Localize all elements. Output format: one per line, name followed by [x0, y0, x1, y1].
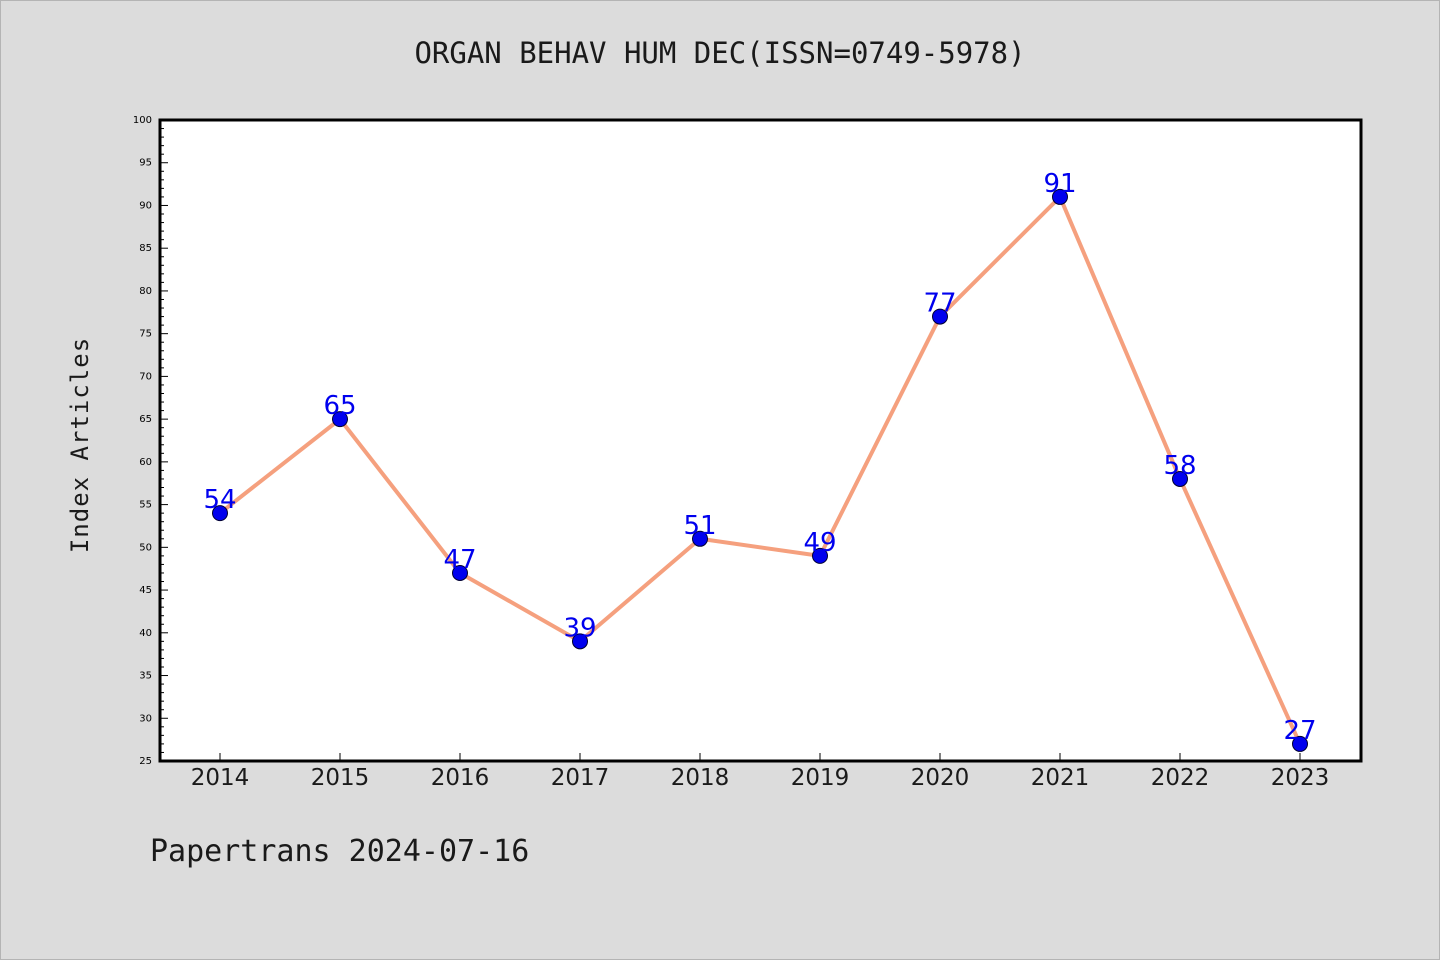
- y-tick-label: 50: [139, 542, 152, 553]
- data-label-layer: 54 65 47 39 51 49 77 91 58 27: [203, 169, 1316, 746]
- y-tick-label: 45: [139, 585, 152, 596]
- x-tick-label: 2018: [671, 765, 730, 791]
- y-tick-label: 95: [139, 158, 152, 169]
- x-axis: 2014 2015 2016 2017 2018 2019 2020 2021 2022 2023: [191, 753, 1330, 791]
- y-tick-label: 25: [139, 756, 152, 767]
- x-tick-label: 2015: [311, 765, 370, 791]
- data-point: [212, 505, 228, 522]
- y-tick-label: 55: [139, 500, 152, 511]
- data-point: [932, 308, 948, 325]
- data-label: 27: [1283, 716, 1316, 746]
- y-tick-label: 85: [139, 243, 152, 254]
- data-label: 65: [323, 391, 356, 421]
- data-point: [1172, 470, 1188, 487]
- data-point: [692, 530, 708, 547]
- chart-title: ORGAN BEHAV HUM DEC(ISSN=0749-5978): [414, 36, 1026, 70]
- y-tick-label: 60: [139, 457, 152, 468]
- data-label: 58: [1163, 451, 1196, 481]
- data-label: 49: [803, 528, 836, 558]
- y-axis: 25 30 35 40 45 50 55 60 65 70 75 80 85 90 95 100: [133, 115, 168, 767]
- data-label: 77: [923, 289, 956, 319]
- y-tick-label: 35: [139, 671, 152, 682]
- data-point: [572, 633, 588, 650]
- data-point: [1052, 188, 1068, 205]
- footer-note: Papertrans 2024-07-16: [150, 834, 530, 869]
- data-label: 39: [563, 613, 596, 643]
- y-tick-label: 75: [139, 329, 152, 340]
- x-tick-label: 2020: [911, 765, 970, 791]
- x-tick-label: 2014: [191, 765, 250, 791]
- data-point: [1292, 735, 1308, 752]
- series-layer: [212, 188, 1308, 752]
- data-label: 47: [443, 545, 476, 575]
- data-label: 91: [1043, 169, 1076, 199]
- data-point: [812, 547, 828, 564]
- x-tick-label: 2017: [551, 765, 610, 791]
- data-point: [452, 564, 468, 581]
- data-point: [332, 411, 348, 428]
- series-line: [218, 194, 1302, 746]
- plot-area: [158, 118, 1363, 763]
- x-tick-label: 2016: [431, 765, 490, 791]
- x-tick-label: 2022: [1151, 765, 1210, 791]
- y-tick-label: 30: [139, 713, 152, 724]
- y-tick-label: 80: [139, 286, 152, 297]
- y-tick-label: 70: [139, 371, 152, 382]
- y-tick-label: 100: [133, 115, 152, 126]
- x-tick-label: 2021: [1031, 765, 1090, 791]
- x-tick-label: 2019: [791, 765, 850, 791]
- y-tick-label: 65: [139, 414, 152, 425]
- x-tick-label: 2023: [1271, 765, 1330, 791]
- data-label: 54: [203, 485, 236, 515]
- y-tick-label: 90: [139, 200, 152, 211]
- y-tick-label: 40: [139, 628, 152, 639]
- data-label: 51: [683, 511, 716, 541]
